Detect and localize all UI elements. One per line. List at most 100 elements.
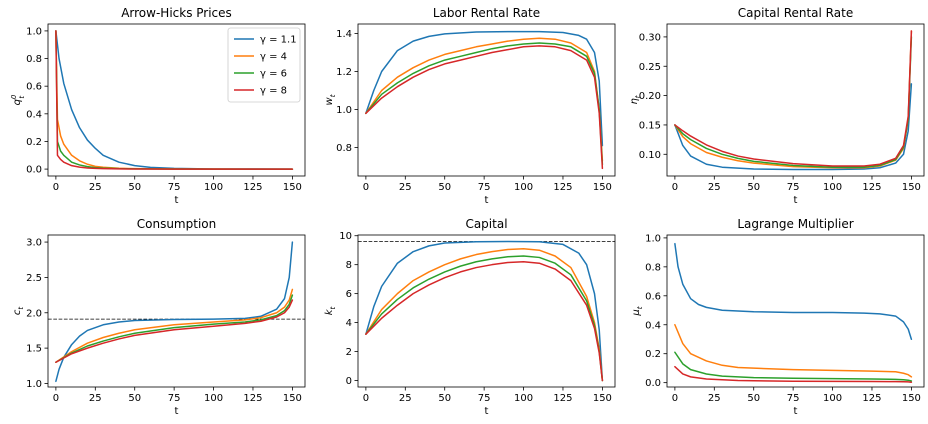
- y-axis-label: q0t: [10, 94, 26, 105]
- x-tick-label: 50: [747, 182, 760, 193]
- y-axis-label-sup: 0: [10, 94, 18, 99]
- axes-frame: [666, 23, 925, 177]
- x-axis-label: t: [175, 195, 179, 206]
- subplot-multiplier: Lagrange Multiplier 0 25 50 75 100 125 150 0.0 0.…: [631, 217, 925, 417]
- series-line-gamma-1: [365, 30, 604, 147]
- x-tick-label: 125: [553, 182, 572, 193]
- x-tick-label: 25: [399, 393, 412, 404]
- axes-frame: [47, 234, 306, 388]
- subplot-consumption: Consumption 0 25 50 75 100 125 150 1.0 1.5 2.0 2.5 3…: [12, 217, 306, 417]
- y-tick-label: 1.0: [645, 233, 661, 244]
- series-line-gamma-4: [55, 299, 294, 364]
- x-tick-label: 150: [593, 182, 612, 193]
- y-tick-label: 10: [339, 231, 352, 242]
- x-tick-label: 0: [53, 182, 59, 193]
- y-tick-label: 2.0: [26, 308, 42, 319]
- series-line-gamma-1: [674, 83, 913, 171]
- y-tick-label: 8: [346, 260, 352, 271]
- y-tick-label: 0.4: [645, 320, 661, 331]
- x-tick-label: 25: [708, 182, 721, 193]
- y-tick-label: 1.0: [26, 379, 42, 390]
- x-tick-label: 50: [128, 393, 141, 404]
- series-line-gamma-3: [674, 351, 913, 382]
- y-tick-label: 6: [346, 289, 352, 300]
- y-axis-label-base: μ: [631, 309, 642, 316]
- x-tick-label: 0: [672, 393, 678, 404]
- y-axis-label-base: c: [12, 309, 23, 315]
- y-axis-label-sub: t: [636, 306, 644, 309]
- y-axis-label: ηt: [629, 95, 642, 104]
- x-tick-label: 150: [593, 393, 612, 404]
- series-line-gamma-2: [365, 37, 604, 162]
- x-tick-label: 75: [478, 182, 491, 193]
- y-tick-label: 0.8: [645, 262, 661, 273]
- x-tick-label: 125: [243, 393, 262, 404]
- y-tick-label: 0.2: [26, 137, 42, 148]
- y-tick-label: 0.0: [26, 165, 42, 176]
- subplot-title: Consumption: [137, 217, 216, 231]
- y-tick-label: 0.25: [639, 62, 661, 73]
- series-line-gamma-4: [365, 45, 604, 170]
- x-tick-label: 75: [787, 182, 800, 193]
- x-tick-label: 150: [283, 393, 302, 404]
- series-group: [365, 240, 604, 382]
- x-tick-label: 100: [823, 182, 842, 193]
- series-group: [674, 30, 913, 171]
- x-tick-label: 100: [823, 393, 842, 404]
- y-tick-label: 0.8: [26, 54, 42, 65]
- y-tick-label: 1.5: [26, 344, 42, 355]
- x-tick-label: 125: [862, 182, 881, 193]
- y-axis-label-base: k: [324, 308, 335, 315]
- y-tick-label: 0.2: [645, 349, 661, 360]
- y-tick-label: 1.0: [336, 105, 352, 116]
- x-tick-label: 75: [168, 182, 181, 193]
- x-tick-label: 125: [243, 182, 262, 193]
- x-tick-label: 50: [438, 393, 451, 404]
- x-tick-label: 100: [204, 182, 223, 193]
- subplot-title: Capital: [465, 217, 507, 231]
- axes-frame: [357, 23, 616, 177]
- series-group: [55, 241, 294, 383]
- subplot-title: Arrow-Hicks Prices: [121, 6, 232, 20]
- y-tick-label: 2: [346, 347, 352, 358]
- x-tick-label: 25: [708, 393, 721, 404]
- x-tick-label: 100: [204, 393, 223, 404]
- x-tick-label: 50: [128, 182, 141, 193]
- y-tick-label: 0.20: [639, 91, 661, 102]
- x-tick-label: 0: [363, 393, 369, 404]
- x-tick-label: 125: [553, 393, 572, 404]
- y-axis-label-sub: t: [329, 306, 337, 309]
- series-group: [674, 242, 913, 383]
- series-line-gamma-3: [365, 42, 604, 166]
- subplot-title: Labor Rental Rate: [433, 6, 540, 20]
- x-tick-label: 150: [283, 182, 302, 193]
- y-axis-label-base: η: [629, 98, 640, 104]
- y-axis-label: μt: [631, 306, 644, 316]
- series-line-gamma-1: [365, 240, 604, 382]
- series-group: [365, 30, 604, 170]
- x-tick-label: 125: [862, 393, 881, 404]
- x-tick-label: 75: [787, 393, 800, 404]
- x-tick-label: 0: [672, 182, 678, 193]
- y-tick-label: 0.4: [26, 109, 42, 120]
- y-tick-label: 1.2: [336, 67, 352, 78]
- y-tick-label: 0.8: [336, 143, 352, 154]
- x-tick-label: 75: [168, 393, 181, 404]
- series-line-gamma-2: [365, 248, 604, 382]
- y-tick-label: 0.0: [645, 378, 661, 389]
- x-tick-label: 100: [514, 182, 533, 193]
- legend-entry: γ = 8: [260, 86, 287, 97]
- x-tick-label: 25: [399, 182, 412, 193]
- y-tick-label: 2.5: [26, 273, 42, 284]
- series-line-gamma-1: [674, 242, 913, 340]
- subplot-title: Lagrange Multiplier: [737, 217, 853, 231]
- series-line-gamma-3: [674, 36, 913, 168]
- axes-frame: [666, 234, 925, 388]
- series-line-gamma-2: [674, 324, 913, 378]
- x-tick-label: 150: [902, 182, 921, 193]
- subplot-rent: Capital Rental Rate 0 25 50 75 100 125 150 0.10 0…: [629, 6, 925, 206]
- axes-frame: [47, 23, 306, 177]
- x-tick-label: 25: [89, 182, 102, 193]
- subplot-title: Capital Rental Rate: [738, 6, 853, 20]
